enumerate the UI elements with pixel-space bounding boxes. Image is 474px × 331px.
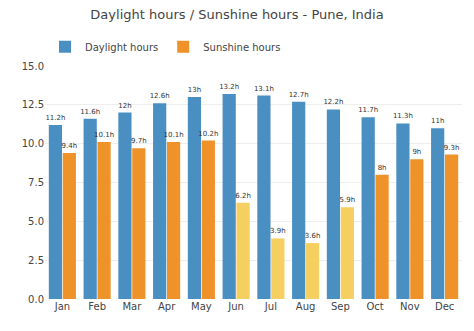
svg-text:11h: 11h xyxy=(431,117,444,125)
svg-text:5.9h: 5.9h xyxy=(340,196,356,204)
svg-text:Jan: Jan xyxy=(54,301,70,312)
svg-text:11.2h: 11.2h xyxy=(45,114,65,122)
svg-text:9.7h: 9.7h xyxy=(131,137,147,145)
svg-text:Dec: Dec xyxy=(435,301,454,312)
svg-text:12.7h: 12.7h xyxy=(289,91,309,99)
svg-text:13.1h: 13.1h xyxy=(254,85,274,93)
svg-text:10.1h: 10.1h xyxy=(94,131,114,139)
svg-text:11.3h: 11.3h xyxy=(393,112,413,120)
svg-text:11.7h: 11.7h xyxy=(358,106,378,114)
svg-text:Nov: Nov xyxy=(400,301,420,312)
svg-text:Sunshine hours: Sunshine hours xyxy=(203,42,280,53)
svg-text:3.9h: 3.9h xyxy=(270,227,286,235)
svg-text:3.6h: 3.6h xyxy=(305,232,321,240)
svg-text:15.0: 15.0 xyxy=(22,61,44,72)
svg-text:10.0: 10.0 xyxy=(22,138,44,149)
svg-text:10.1h: 10.1h xyxy=(164,131,184,139)
svg-text:Aug: Aug xyxy=(296,301,316,312)
svg-text:0.0: 0.0 xyxy=(28,294,44,305)
svg-text:9h: 9h xyxy=(412,148,421,156)
svg-text:13h: 13h xyxy=(188,86,201,94)
svg-text:13.2h: 13.2h xyxy=(219,83,239,91)
svg-text:8h: 8h xyxy=(378,164,387,172)
svg-text:10.2h: 10.2h xyxy=(198,130,218,138)
svg-text:11.6h: 11.6h xyxy=(80,108,100,116)
svg-text:Feb: Feb xyxy=(88,301,106,312)
svg-text:Oct: Oct xyxy=(366,301,383,312)
svg-text:Jun: Jun xyxy=(227,301,244,312)
svg-text:9.3h: 9.3h xyxy=(444,144,460,152)
svg-text:May: May xyxy=(191,301,212,312)
svg-text:Jul: Jul xyxy=(264,301,277,312)
svg-text:6.2h: 6.2h xyxy=(235,192,251,200)
svg-text:9.4h: 9.4h xyxy=(62,142,78,150)
svg-text:Daylight hours / Sunshine hour: Daylight hours / Sunshine hours - Pune, … xyxy=(90,7,383,22)
svg-text:12h: 12h xyxy=(118,102,131,110)
svg-text:12.5: 12.5 xyxy=(22,99,44,110)
svg-text:Mar: Mar xyxy=(122,301,142,312)
svg-text:5.0: 5.0 xyxy=(28,216,44,227)
svg-text:12.2h: 12.2h xyxy=(323,98,343,106)
svg-text:12.6h: 12.6h xyxy=(150,92,170,100)
svg-text:Daylight hours: Daylight hours xyxy=(85,42,158,53)
svg-text:Sep: Sep xyxy=(331,301,350,312)
svg-text:Apr: Apr xyxy=(158,301,176,312)
svg-text:2.5: 2.5 xyxy=(28,255,44,266)
svg-text:7.5: 7.5 xyxy=(28,177,44,188)
